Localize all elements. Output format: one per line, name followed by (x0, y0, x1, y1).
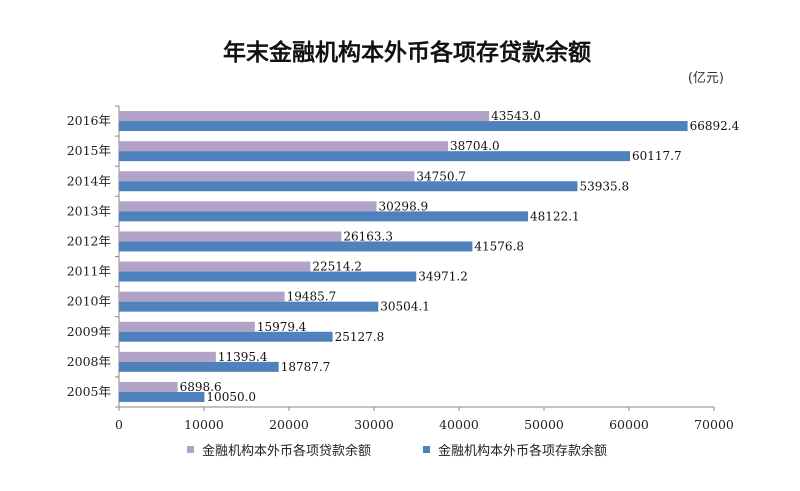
x-tick-label: 60000 (609, 417, 649, 432)
category-label: 2010年 (67, 294, 111, 309)
deposit-bar (119, 391, 205, 402)
x-tick-label: 40000 (439, 417, 479, 432)
category-label: 2008年 (67, 354, 111, 369)
loan-bar (119, 321, 255, 332)
deposit-bar (119, 301, 379, 312)
unit-label: (亿元) (688, 71, 724, 86)
loan-value-label: 30298.9 (379, 199, 429, 213)
legend-label-deposits: 金融机构本外币各项存款余额 (438, 443, 607, 459)
deposit-bar (119, 121, 688, 132)
deposit-bar (119, 361, 279, 372)
loan-value-label: 26163.3 (343, 229, 393, 243)
deposit-bar (119, 271, 417, 282)
category-label: 2016年 (67, 113, 111, 128)
plot-area: 0 10000 20000 30000 40000 50000 60000 70000 2016… (67, 105, 740, 432)
category-label: 2011年 (67, 264, 111, 279)
legend-swatch-loans (187, 446, 194, 453)
loan-bar (119, 171, 415, 182)
x-tick-label: 70000 (694, 417, 734, 432)
loan-bar (119, 351, 216, 362)
deposit-value-label: 60117.7 (632, 149, 682, 163)
loan-bar (119, 111, 490, 122)
loan-bar (119, 141, 448, 152)
deposit-value-label: 53935.8 (579, 179, 629, 193)
category-label: 2014年 (67, 173, 111, 188)
loan-bar (119, 201, 377, 212)
loan-value-label: 34750.7 (416, 169, 466, 183)
legend-label-loans: 金融机构本外币各项贷款余额 (202, 443, 371, 459)
deposit-value-label: 41576.8 (474, 239, 524, 253)
category-label: 2005年 (67, 384, 111, 399)
deposit-value-label: 10050.0 (206, 390, 256, 404)
loan-value-label: 15979.4 (257, 320, 307, 334)
legend: 金融机构本外币各项贷款余额 金融机构本外币各项存款余额 (187, 443, 607, 459)
deposit-value-label: 48122.1 (530, 209, 580, 223)
loan-bar (119, 231, 342, 242)
deposit-value-label: 25127.8 (335, 330, 385, 344)
category-label: 2012年 (67, 233, 111, 248)
chart-title: 年末金融机构本外币各项存贷款余额 (223, 39, 591, 66)
loan-value-label: 22514.2 (312, 260, 362, 274)
deposit-bar (119, 211, 529, 222)
deposit-bar (119, 181, 578, 192)
deposit-value-label: 30504.1 (380, 300, 430, 314)
legend-swatch-deposits (423, 446, 430, 453)
deposit-bar (119, 241, 473, 252)
deposit-bar (119, 331, 333, 342)
loan-value-label: 11395.4 (218, 350, 268, 364)
category-label: 2013年 (67, 203, 111, 218)
x-tick-label: 50000 (524, 417, 564, 432)
loan-value-label: 6898.6 (180, 380, 222, 394)
category-label: 2009年 (67, 324, 111, 339)
deposit-value-label: 66892.4 (690, 119, 740, 133)
x-tick-label: 0 (115, 417, 123, 432)
loan-bar (119, 261, 311, 272)
deposit-value-label: 18787.7 (281, 360, 331, 374)
category-label: 2015年 (67, 143, 111, 158)
loan-value-label: 38704.0 (450, 139, 500, 153)
deposit-bar (119, 151, 631, 162)
x-tick-label: 10000 (184, 417, 224, 432)
loan-bar (119, 381, 178, 392)
deposit-value-label: 34971.2 (418, 270, 468, 284)
loan-value-label: 43543.0 (491, 109, 541, 123)
x-tick-label: 20000 (269, 417, 309, 432)
loan-bar (119, 291, 285, 302)
loan-value-label: 19485.7 (287, 290, 337, 304)
x-tick-label: 30000 (354, 417, 394, 432)
